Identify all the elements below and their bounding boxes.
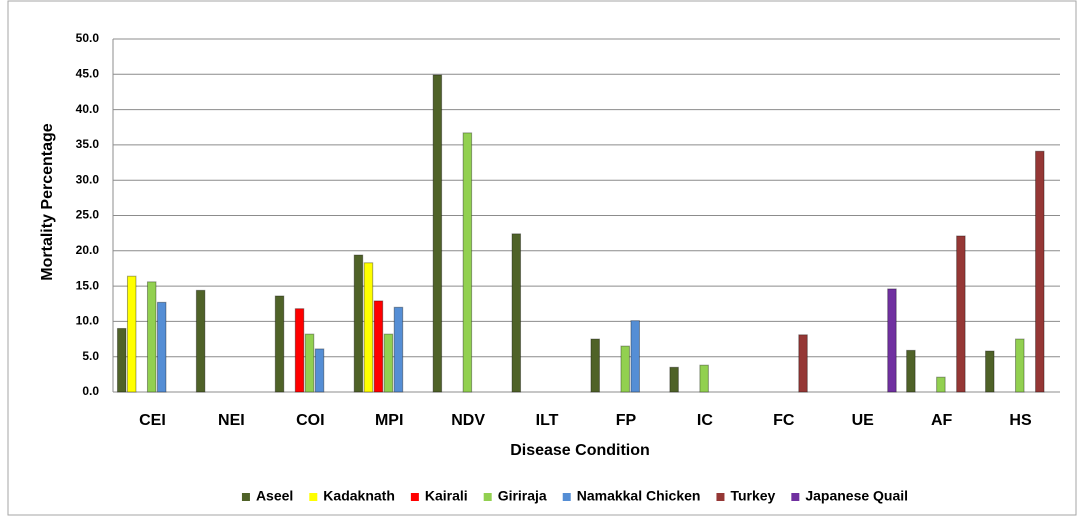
x-tick-label: CEI	[139, 412, 166, 429]
bar	[699, 364, 709, 393]
legend-swatch	[562, 493, 571, 501]
bar	[985, 350, 995, 393]
bar	[906, 349, 916, 393]
y-tick-label: 5.0	[82, 349, 99, 363]
legend-swatch	[716, 493, 725, 501]
legend-swatch	[410, 493, 419, 501]
y-tick-label: 15.0	[76, 278, 100, 292]
bar	[590, 338, 600, 393]
legend-label: Kairali	[425, 488, 468, 504]
x-tick-label: NEI	[218, 412, 245, 429]
bar	[1015, 338, 1025, 393]
bar	[1035, 150, 1045, 393]
legend-swatch	[241, 493, 250, 501]
bar	[363, 262, 374, 393]
bar	[383, 333, 394, 393]
legend-label: Aseel	[256, 488, 293, 504]
bar	[294, 308, 305, 393]
bar	[126, 275, 137, 393]
x-tick-label: IC	[697, 412, 713, 429]
bar	[511, 233, 522, 393]
legend-label: Namakkal Chicken	[577, 488, 701, 504]
bar	[373, 300, 384, 393]
x-tick-label: ILT	[536, 412, 559, 429]
x-axis-title: Disease Condition	[510, 442, 650, 459]
legend-label: Kadaknath	[323, 488, 395, 504]
bar	[630, 320, 640, 393]
legend-swatch	[791, 493, 800, 501]
x-tick-label: AF	[931, 412, 953, 429]
x-tick-label: MPI	[375, 412, 403, 429]
x-tick-label: HS	[1009, 412, 1032, 429]
legend-label: Giriraja	[498, 488, 547, 504]
x-tick-label: FC	[773, 412, 795, 429]
y-tick-label: 10.0	[76, 314, 100, 328]
bar	[146, 281, 157, 393]
bar	[195, 289, 206, 393]
bar	[274, 295, 285, 393]
bar	[304, 333, 315, 393]
y-tick-label: 35.0	[76, 137, 100, 151]
bar	[798, 334, 808, 393]
bar	[393, 306, 404, 393]
x-tick-label: NDV	[451, 412, 485, 429]
bar	[353, 254, 364, 393]
y-tick-label: 25.0	[76, 208, 100, 222]
bar	[887, 288, 897, 393]
bar	[314, 348, 325, 393]
y-tick-label: 0.0	[82, 384, 99, 398]
bar	[669, 366, 679, 393]
y-tick-label: 40.0	[76, 102, 100, 116]
legend-swatch	[483, 493, 492, 501]
bar	[956, 235, 966, 393]
y-axis-title: Mortality Percentage	[39, 123, 56, 280]
legend-label: Japanese Quail	[805, 488, 908, 504]
bar	[432, 74, 443, 393]
bar	[116, 327, 127, 393]
x-tick-label: UE	[852, 412, 875, 429]
x-tick-label: COI	[296, 412, 324, 429]
bar	[620, 345, 630, 393]
y-tick-label: 50.0	[76, 31, 100, 45]
bar	[462, 132, 473, 393]
legend-swatch	[309, 493, 318, 501]
y-tick-label: 30.0	[76, 172, 100, 186]
y-tick-label: 45.0	[76, 66, 100, 80]
legend-label: Turkey	[730, 488, 775, 504]
bar	[936, 376, 946, 393]
chart-border	[7, 0, 1077, 516]
bar	[156, 301, 167, 393]
y-tick-label: 20.0	[76, 243, 100, 257]
x-tick-label: FP	[616, 412, 637, 429]
